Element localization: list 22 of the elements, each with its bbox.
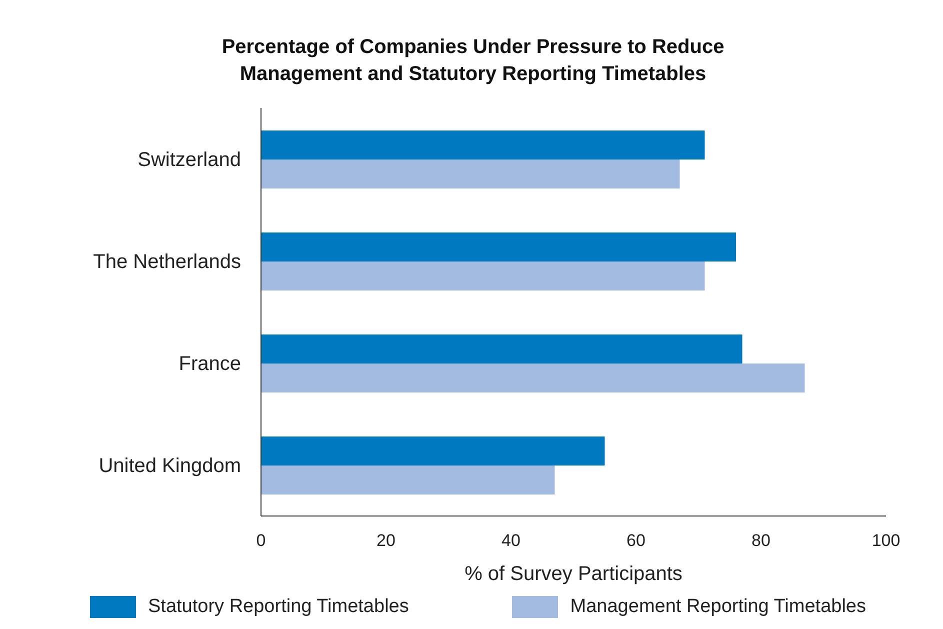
x-tick-label: 0 bbox=[256, 531, 266, 550]
y-tick-label: United Kingdom bbox=[98, 455, 241, 478]
bar bbox=[261, 363, 805, 392]
x-tick-label: 20 bbox=[376, 531, 396, 550]
legend-label: Statutory Reporting Timetables bbox=[148, 596, 409, 618]
x-tick-label: 80 bbox=[752, 531, 770, 550]
x-tick-label: 40 bbox=[502, 531, 520, 550]
legend-label: Management Reporting Timetables bbox=[570, 596, 866, 618]
bar bbox=[261, 436, 605, 466]
bar bbox=[261, 130, 705, 160]
bar bbox=[261, 159, 680, 188]
y-tick-label: Switzerland bbox=[138, 149, 241, 172]
x-tick-label: 60 bbox=[626, 531, 646, 550]
x-axis-title: % of Survey Participants bbox=[464, 563, 682, 585]
bar bbox=[261, 334, 742, 364]
bar bbox=[261, 261, 705, 290]
bar bbox=[261, 232, 736, 262]
y-tick-label: France bbox=[178, 353, 241, 376]
bar bbox=[261, 465, 555, 494]
chart-title: Percentage of Companies Under Pressure to Reduce Management and Statutory Reporting Timetables bbox=[220, 35, 726, 87]
y-tick-label: The Netherlands bbox=[93, 251, 241, 274]
x-tick-label: 100 bbox=[872, 531, 900, 550]
